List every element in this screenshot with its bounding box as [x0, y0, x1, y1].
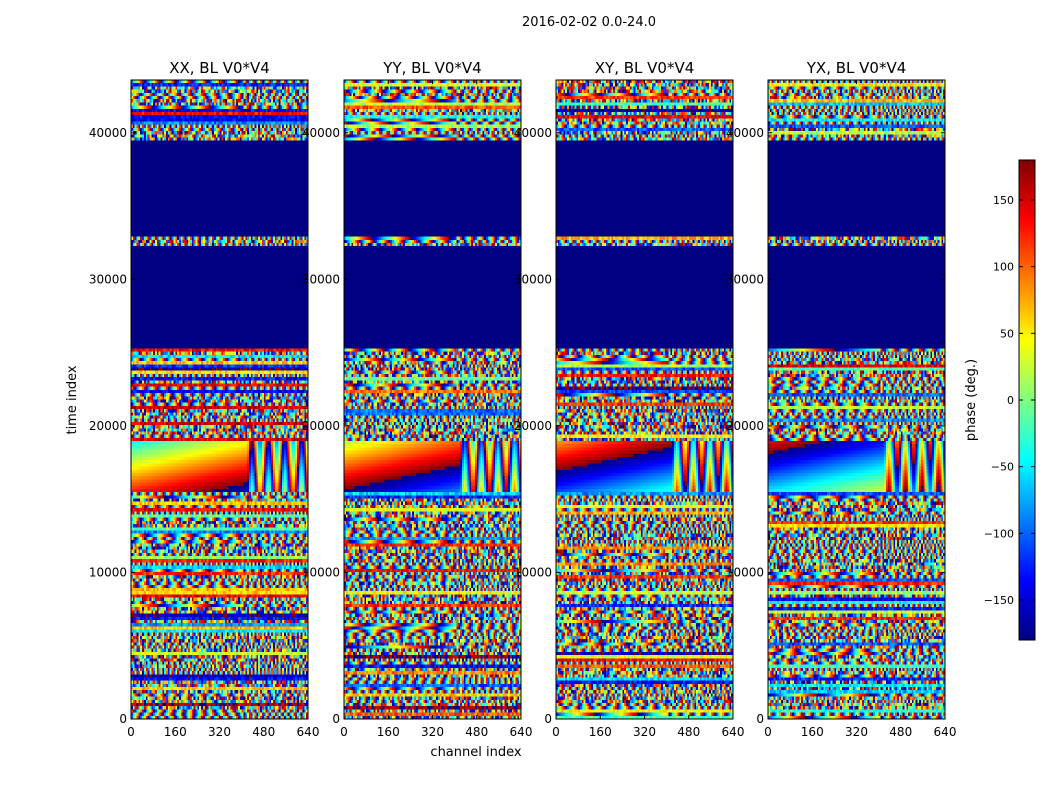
panel-0: XX, BL V0*V4 0 160 320 480 640 0 10000 20000 3000… — [89, 59, 320, 739]
x-tick-label: 0 — [764, 725, 772, 739]
colorbar-tick-label: 150 — [993, 194, 1014, 207]
x-tick-label: 320 — [208, 725, 231, 739]
y-tick-label: 20000 — [514, 419, 552, 433]
y-tick-label: 20000 — [302, 419, 340, 433]
panel-3: YX, BL V0*V4 0 160 320 480 640 0 10000 20000 3000… — [726, 59, 957, 739]
y-tick-label: 40000 — [514, 126, 552, 140]
y-tick-label: 30000 — [302, 272, 340, 286]
colorbar: 150 100 50 0 −50 −100 −150 phase (deg.) — [964, 159, 1036, 641]
y-axis-label: time index — [65, 365, 80, 434]
x-tick-label: 0 — [552, 725, 560, 739]
x-tick-label: 160 — [377, 725, 400, 739]
x-axis-label: channel index — [430, 745, 521, 760]
x-tick-label: 640 — [934, 725, 957, 739]
y-tick-label: 20000 — [726, 419, 764, 433]
colorbar-tick-label: −150 — [984, 594, 1014, 607]
panel-title: YX, BL V0*V4 — [806, 59, 907, 77]
x-tick-label: 480 — [889, 725, 912, 739]
x-tick-label: 320 — [845, 725, 868, 739]
x-tick-label: 0 — [340, 725, 348, 739]
colorbar-label: phase (deg.) — [964, 359, 979, 441]
y-tick-label: 0 — [332, 712, 340, 726]
heatmap-image — [131, 80, 308, 719]
panel-2: XY, BL V0*V4 0 160 320 480 640 0 10000 20000 3000… — [514, 59, 745, 739]
y-tick-label: 40000 — [302, 126, 340, 140]
y-tick-label: 10000 — [302, 565, 340, 579]
colorbar-tick-label: 50 — [1000, 327, 1014, 340]
y-tick-label: 10000 — [89, 565, 127, 579]
y-tick-label: 0 — [544, 712, 552, 726]
x-tick-label: 640 — [297, 725, 320, 739]
y-tick-label: 40000 — [726, 126, 764, 140]
colorbar-tick-label: −100 — [984, 527, 1014, 540]
y-tick-label: 30000 — [514, 272, 552, 286]
panel-1: YY, BL V0*V4 0 160 320 480 640 0 10000 20000 3000… — [302, 59, 533, 739]
panel-title: XY, BL V0*V4 — [595, 59, 695, 77]
heatmap-panels: XX, BL V0*V4 0 160 320 480 640 0 10000 20000 3000… — [89, 59, 957, 739]
y-tick-label: 10000 — [514, 565, 552, 579]
x-tick-label: 160 — [164, 725, 187, 739]
colorbar-tick-label: 0 — [1007, 394, 1014, 407]
colorbar-tick-label: 100 — [993, 261, 1014, 274]
x-tick-label: 320 — [633, 725, 656, 739]
y-tick-label: 20000 — [89, 419, 127, 433]
heatmap-image — [344, 80, 521, 719]
figure-suptitle: 2016-02-02 0.0-24.0 — [522, 15, 656, 30]
y-tick-label: 40000 — [89, 126, 127, 140]
x-tick-label: 160 — [801, 725, 824, 739]
x-tick-label: 480 — [677, 725, 700, 739]
x-tick-label: 320 — [421, 725, 444, 739]
panel-title: XX, BL V0*V4 — [169, 59, 270, 77]
x-tick-label: 480 — [465, 725, 488, 739]
x-tick-label: 0 — [127, 725, 135, 739]
y-tick-label: 10000 — [726, 565, 764, 579]
x-tick-label: 480 — [252, 725, 275, 739]
x-tick-label: 640 — [722, 725, 745, 739]
panel-title: YY, BL V0*V4 — [382, 59, 481, 77]
y-tick-label: 30000 — [726, 272, 764, 286]
heatmap-image — [556, 80, 733, 719]
heatmap-image — [768, 80, 945, 719]
colorbar-tick-label: −50 — [991, 461, 1014, 474]
x-tick-label: 160 — [589, 725, 612, 739]
x-tick-label: 640 — [510, 725, 533, 739]
y-tick-label: 0 — [756, 712, 764, 726]
y-tick-label: 30000 — [89, 272, 127, 286]
y-tick-label: 0 — [119, 712, 127, 726]
